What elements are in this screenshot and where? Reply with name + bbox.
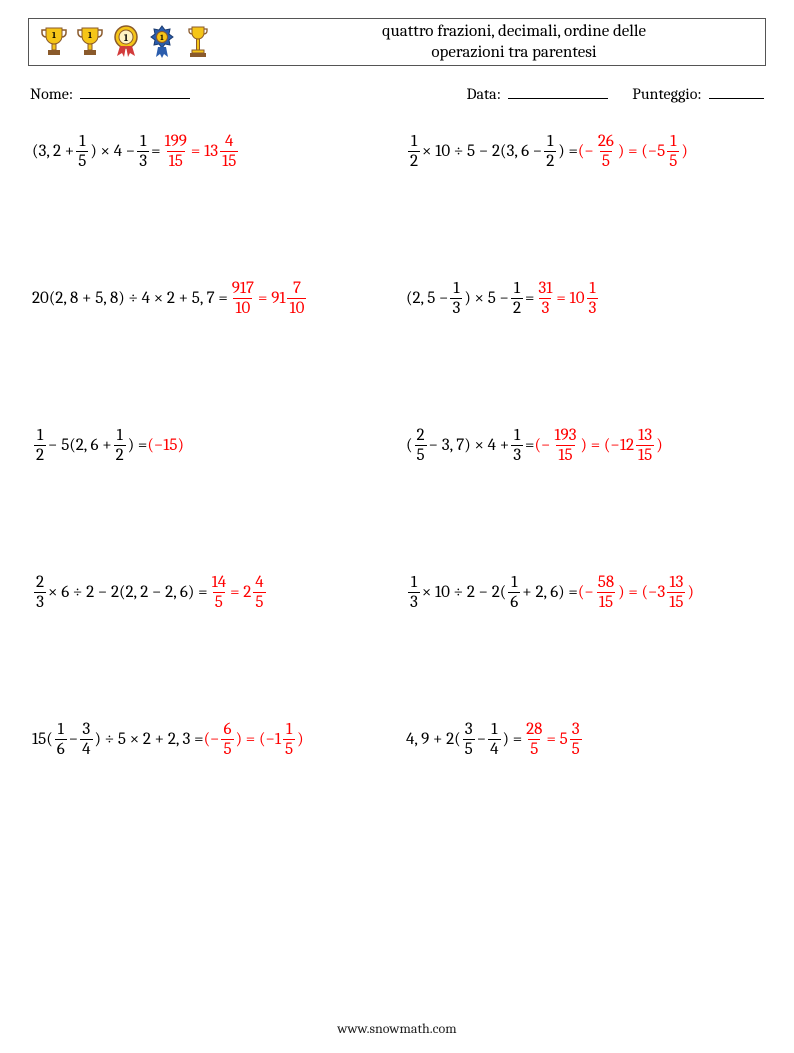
- svg-text:1: 1: [52, 31, 56, 41]
- problem-answer: 19915 = 13415: [161, 133, 241, 170]
- svg-text:1: 1: [124, 32, 129, 44]
- problem-1: (3, 2 + 15) × 4 − 13 = 19915 = 13415: [32, 133, 388, 170]
- problem-answer: 145 = 245: [208, 574, 268, 611]
- title-line-2: operazioni tra parentesi: [431, 43, 596, 62]
- problem-2: 12 × 10 ÷ 5 − 2(3, 6 − 12) = (−265) = (−…: [406, 133, 762, 170]
- problem-expression: 13 × 10 ÷ 2 − 2(16 + 2, 6) =: [406, 574, 578, 611]
- trophy-cup-icon: 1: [39, 24, 69, 60]
- name-blank: [80, 84, 190, 99]
- problem-expression: 20(2, 8 + 5, 8) ÷ 4 × 2 + 5, 7 =: [32, 289, 228, 308]
- problem-answer: 313 = 1013: [534, 280, 600, 317]
- problem-expression: 12 − 5(2, 6 + 12) =: [32, 427, 147, 464]
- problem-3: 20(2, 8 + 5, 8) ÷ 4 × 2 + 5, 7 = 91710 =…: [32, 280, 388, 317]
- score-blank: [709, 84, 764, 99]
- problem-answer: (−65) = (−115): [204, 721, 304, 758]
- problem-answer: 285 = 535: [522, 721, 584, 758]
- worksheet-title: quattro frazioni, decimali, ordine delle…: [213, 21, 755, 64]
- medal-round-icon: 1: [111, 24, 141, 60]
- problem-expression: 4, 9 + 2(35 − 14) =: [406, 721, 522, 758]
- problem-10: 4, 9 + 2(35 − 14) = 285 = 535: [406, 721, 762, 758]
- title-line-1: quattro frazioni, decimali, ordine delle: [382, 22, 646, 41]
- trophy-cup-icon: 1: [75, 24, 105, 60]
- footer-url: www.snowmath.com: [0, 1020, 794, 1037]
- problem-expression: 12 × 10 ÷ 5 − 2(3, 6 − 12) =: [406, 133, 578, 170]
- date-label: Data:: [466, 85, 500, 103]
- problem-expression: 23 × 6 ÷ 2 − 2(2, 2 − 2, 6) =: [32, 574, 208, 611]
- problem-expression: 15(16 − 34) ÷ 5 × 2 + 2, 3 =: [32, 721, 204, 758]
- problem-7: 23 × 6 ÷ 2 − 2(2, 2 − 2, 6) = 145 = 245: [32, 574, 388, 611]
- problem-answer: (−15): [147, 436, 184, 455]
- problem-expression: (3, 2 + 15) × 4 − 13 =: [32, 133, 161, 170]
- problem-answer: (−265) = (−515): [578, 133, 688, 170]
- info-row: Nome: Data: Punteggio:: [28, 84, 766, 103]
- medal-ribbon-icon: 1: [147, 24, 177, 60]
- problem-6: (25 − 3, 7) × 4 + 13 = (−19315) = (−1213…: [406, 427, 762, 464]
- problem-answer: 91710 = 91710: [228, 280, 309, 317]
- svg-text:1: 1: [88, 31, 92, 41]
- worksheet-header: 1 1 1 1 quattro frazioni, decimali, ordi…: [28, 18, 766, 66]
- problem-8: 13 × 10 ÷ 2 − 2(16 + 2, 6) = (−5815) = (…: [406, 574, 762, 611]
- problem-expression: (2, 5 − 13) × 5 − 12 =: [406, 280, 534, 317]
- name-label: Nome:: [30, 85, 73, 103]
- date-blank: [508, 84, 608, 99]
- problem-expression: (25 − 3, 7) × 4 + 13 =: [406, 427, 534, 464]
- svg-text:1: 1: [160, 33, 164, 42]
- problem-5: 12 − 5(2, 6 + 12) = (−15): [32, 427, 388, 464]
- problem-answer: (−5815) = (−31315): [578, 574, 694, 611]
- score-label: Punteggio:: [632, 85, 701, 103]
- problem-answer: (−19315) = (−121315): [534, 427, 662, 464]
- problem-4: (2, 5 − 13) × 5 − 12 = 313 = 1013: [406, 280, 762, 317]
- award-icons: 1 1 1 1: [39, 24, 213, 60]
- problems-grid: (3, 2 + 15) × 4 − 13 = 19915 = 13415 12 ×…: [28, 133, 766, 758]
- trophy-tall-icon: [183, 24, 213, 60]
- problem-9: 15(16 − 34) ÷ 5 × 2 + 2, 3 = (−65) = (−1…: [32, 721, 388, 758]
